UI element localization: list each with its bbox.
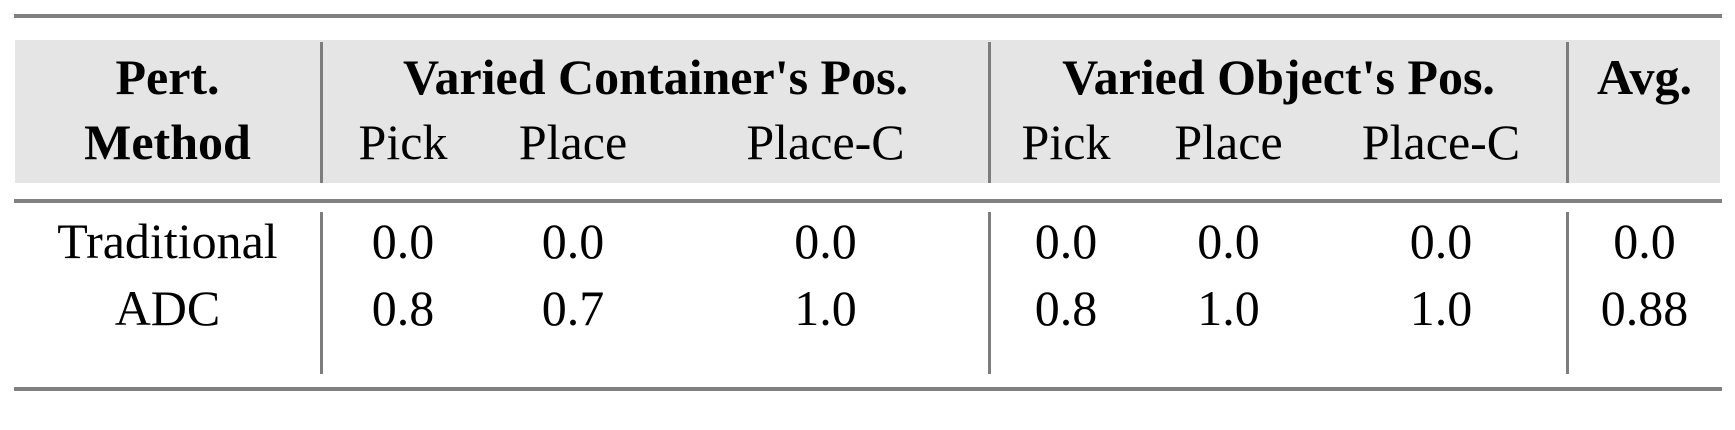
- table-cell-container-place-c: 1.0: [794, 280, 857, 336]
- table-cell-container-place-c: 0.0: [794, 213, 857, 269]
- body-divider-3: [1566, 212, 1569, 374]
- table-cell-object-place: 0.0: [1197, 213, 1260, 269]
- body-divider-2: [988, 212, 991, 374]
- header-divider-1: [320, 42, 323, 183]
- table-cell-object-pick: 0.0: [1034, 213, 1098, 269]
- group-header-avg: Avg.: [1597, 49, 1692, 105]
- body-divider-1: [320, 212, 323, 374]
- subheader-container-place: Place: [518, 114, 628, 170]
- subheader-container-place-c: Place-C: [746, 114, 905, 170]
- subheader-container-pick: Pick: [358, 114, 448, 170]
- header-divider-3: [1566, 42, 1569, 183]
- table-row-method-label: Traditional: [57, 213, 278, 269]
- stub-header-line1: Pert.: [115, 49, 220, 105]
- group-header-varied-object: Varied Object's Pos.: [1062, 49, 1495, 105]
- subheader-object-place-c: Place-C: [1361, 114, 1521, 170]
- group-header-varied-container: Varied Container's Pos.: [402, 49, 909, 105]
- header-shade-band: [15, 40, 1720, 183]
- table-cell-avg: 0.88: [1600, 280, 1689, 336]
- table-top-rule: [14, 14, 1722, 18]
- subheader-object-place: Place: [1174, 114, 1283, 170]
- table-cell-container-place: 0.0: [541, 213, 605, 269]
- table-cell-container-place: 0.7: [541, 280, 605, 336]
- table-mid-rule: [14, 199, 1722, 203]
- stub-header-line2: Method: [84, 114, 251, 170]
- subheader-object-pick: Pick: [1021, 114, 1111, 170]
- table-bottom-rule: [14, 387, 1722, 391]
- table-row-method-label: ADC: [114, 280, 221, 336]
- table-cell-container-pick: 0.8: [371, 280, 435, 336]
- header-divider-2: [988, 42, 991, 183]
- table-cell-container-pick: 0.0: [371, 213, 435, 269]
- table-cell-object-place-c: 1.0: [1409, 280, 1473, 336]
- table-cell-object-place: 1.0: [1197, 280, 1260, 336]
- table-cell-object-place-c: 0.0: [1409, 213, 1473, 269]
- table-cell-avg: 0.0: [1613, 213, 1676, 269]
- table-cell-object-pick: 0.8: [1034, 280, 1098, 336]
